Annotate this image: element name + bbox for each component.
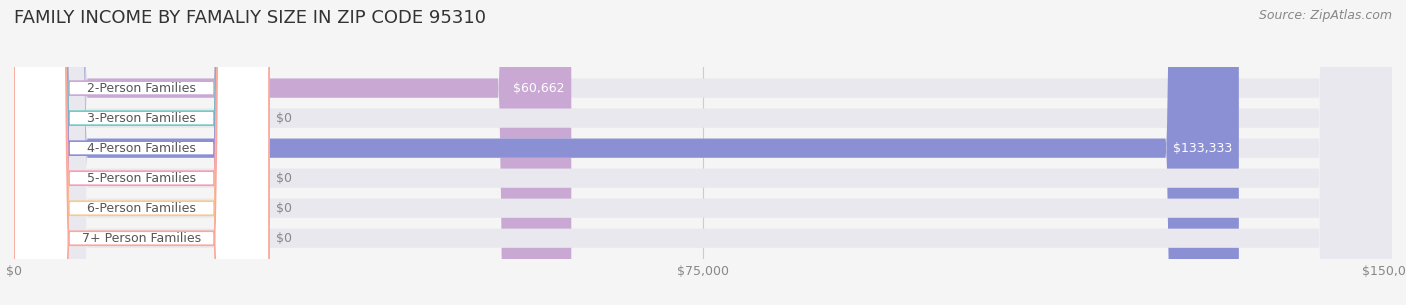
Text: $0: $0 [276, 112, 292, 125]
FancyBboxPatch shape [14, 0, 269, 305]
Text: $60,662: $60,662 [513, 82, 564, 95]
Text: $0: $0 [276, 172, 292, 185]
Text: $0: $0 [276, 232, 292, 245]
FancyBboxPatch shape [14, 0, 269, 305]
Text: 5-Person Families: 5-Person Families [87, 172, 195, 185]
Text: 4-Person Families: 4-Person Families [87, 142, 195, 155]
Text: 6-Person Families: 6-Person Families [87, 202, 195, 215]
FancyBboxPatch shape [14, 0, 571, 305]
Text: 7+ Person Families: 7+ Person Families [82, 232, 201, 245]
Text: 3-Person Families: 3-Person Families [87, 112, 195, 125]
FancyBboxPatch shape [14, 0, 1392, 305]
Text: 2-Person Families: 2-Person Families [87, 82, 195, 95]
FancyBboxPatch shape [14, 0, 1392, 305]
FancyBboxPatch shape [14, 0, 269, 305]
Text: $133,333: $133,333 [1173, 142, 1232, 155]
Text: FAMILY INCOME BY FAMALIY SIZE IN ZIP CODE 95310: FAMILY INCOME BY FAMALIY SIZE IN ZIP COD… [14, 9, 486, 27]
Text: Source: ZipAtlas.com: Source: ZipAtlas.com [1258, 9, 1392, 22]
FancyBboxPatch shape [14, 0, 269, 305]
Text: $0: $0 [276, 202, 292, 215]
FancyBboxPatch shape [14, 0, 269, 305]
FancyBboxPatch shape [14, 0, 1392, 305]
FancyBboxPatch shape [14, 0, 1239, 305]
FancyBboxPatch shape [14, 0, 269, 305]
FancyBboxPatch shape [14, 0, 1392, 305]
FancyBboxPatch shape [14, 0, 1392, 305]
FancyBboxPatch shape [14, 0, 1392, 305]
